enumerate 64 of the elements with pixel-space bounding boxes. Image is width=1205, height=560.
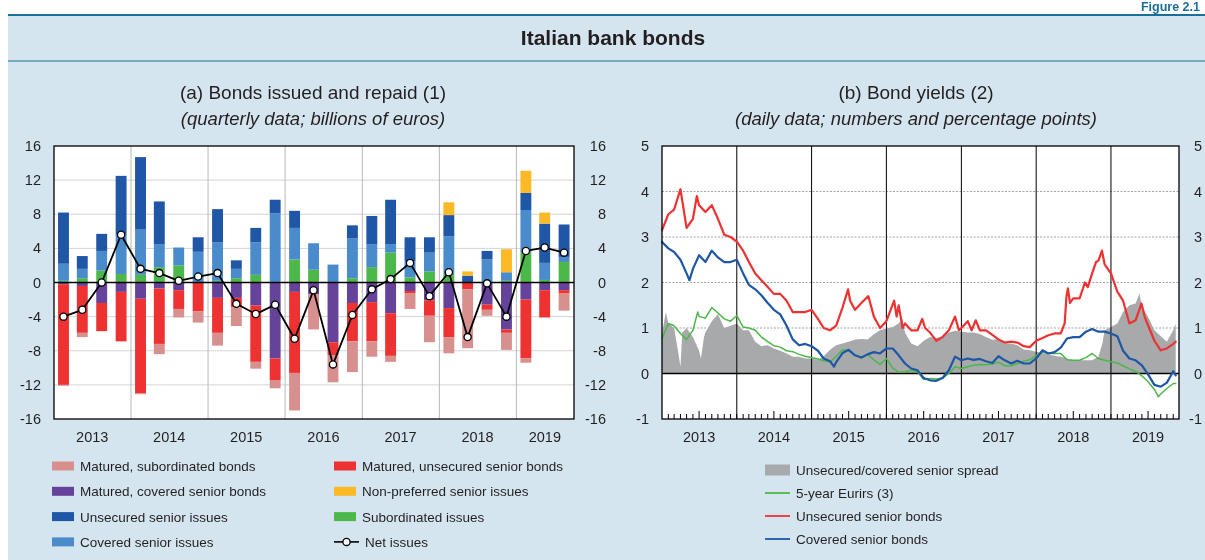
y2-tick-label: -4 <box>593 308 606 325</box>
x-tick-label: 2016 <box>307 429 340 445</box>
legend-label: Subordinated issues <box>362 509 485 525</box>
y2-tick-label: -1 <box>1189 411 1202 427</box>
y-tick-label: -8 <box>28 342 41 359</box>
y2-tick-label: 2 <box>1193 274 1202 291</box>
y2-tick-label: 3 <box>1193 229 1202 245</box>
chart-title: (b) Bond yields (2) <box>838 82 994 103</box>
legend-label: Matured, covered senior bonds <box>80 484 267 500</box>
y-tick-label: 16 <box>24 138 41 154</box>
x-tick-label: 2017 <box>384 429 417 445</box>
x-tick-label: 2019 <box>1131 429 1165 445</box>
y2-tick-label: 8 <box>597 206 606 223</box>
y-tick-label: -12 <box>20 376 41 393</box>
legend-label: Unsecured senior issues <box>80 509 229 525</box>
x-tick-label: 2013 <box>76 429 109 445</box>
x-tick-label: 2017 <box>982 429 1015 445</box>
y2-tick-label: 16 <box>589 138 606 154</box>
y-tick-label: 8 <box>32 206 41 223</box>
x-tick-label: 2018 <box>1057 429 1090 445</box>
x-tick-label: 2014 <box>757 429 791 445</box>
legend-label: Non-preferred senior issues <box>362 484 529 500</box>
y-tick-label: 4 <box>32 240 41 257</box>
chart-subtitle: (quarterly data; billions of euros) <box>180 108 446 129</box>
legend-label: Unsecured senior bonds <box>796 509 943 524</box>
legend-label: Covered senior bonds <box>796 532 929 547</box>
y2-tick-label: 0 <box>1193 365 1202 382</box>
y-tick-label: 2 <box>640 274 649 291</box>
y-tick-label: 1 <box>640 320 649 336</box>
y-tick-label: 0 <box>32 274 41 291</box>
x-tick-label: 2014 <box>153 429 186 445</box>
y-tick-label: -4 <box>28 308 41 325</box>
y2-tick-label: -12 <box>585 376 606 393</box>
x-tick-label: 2018 <box>461 429 494 445</box>
legend-label: Matured, unsecured senior bonds <box>362 459 564 474</box>
y-tick-label: 3 <box>640 229 649 245</box>
y-tick-label: -1 <box>636 411 649 427</box>
y2-tick-label: 4 <box>597 240 606 257</box>
y2-tick-label: -16 <box>585 411 606 427</box>
chart-title: (a) Bonds issued and repaid (1) <box>179 82 447 103</box>
legend-label: Unsecured/covered senior spread <box>796 463 999 478</box>
y2-tick-label: 0 <box>597 274 606 291</box>
caption: Figure 2.1 <box>1140 0 1201 14</box>
y-tick-label: 0 <box>640 365 649 382</box>
x-tick-label: 2015 <box>230 429 263 445</box>
legend-label: 5-year Eurirs (3) <box>796 486 894 501</box>
legend-label: Net issues <box>365 534 429 550</box>
y-tick-label: -16 <box>20 411 41 427</box>
y2-tick-label: 12 <box>589 172 606 189</box>
y-tick-label: 12 <box>24 172 41 189</box>
legend-label: Matured, subordinated bonds <box>80 459 256 474</box>
y2-tick-label: 1 <box>1193 320 1202 336</box>
y2-tick-label: -8 <box>593 342 606 359</box>
chart-subtitle: (daily data; numbers and percentage points) <box>735 108 1097 129</box>
x-tick-label: 2013 <box>682 429 716 445</box>
x-tick-label: 2019 <box>528 429 562 445</box>
x-tick-label: 2016 <box>907 429 940 445</box>
x-tick-label: 2015 <box>832 429 865 445</box>
text: Italian bank bonds <box>520 26 706 49</box>
y-tick-label: 4 <box>640 183 649 200</box>
y2-tick-label: 4 <box>1193 183 1202 200</box>
y-tick-label: 5 <box>640 138 649 154</box>
legend-label: Covered senior issues <box>80 534 214 550</box>
y2-tick-label: 5 <box>1193 138 1202 154</box>
